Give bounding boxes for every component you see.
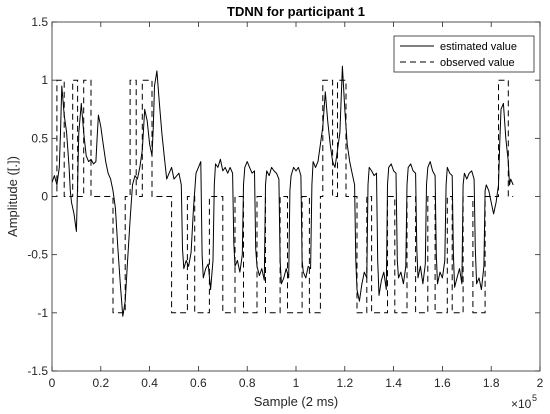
estimated-value-series (51, 65, 514, 317)
observed-value-line (52, 79, 514, 314)
y-tick-label: 1 (41, 73, 48, 87)
y-tick-label: 0.5 (31, 131, 48, 145)
legend: estimated value observed value (393, 35, 535, 73)
legend-label-estimated: estimated value (440, 41, 517, 53)
x-tick-label: 0 (49, 376, 56, 390)
y-tick-label: -0.5 (27, 248, 48, 262)
x-tick-label: 0.6 (190, 376, 207, 390)
x-tick-label: 0.2 (92, 376, 109, 390)
chart-title: TDNN for participant 1 (227, 4, 365, 19)
axis-ticks (51, 21, 541, 372)
y-tick-label: 1.5 (31, 15, 48, 29)
x-exponent-power: 5 (532, 393, 537, 403)
x-axis-exponent: ×10 5 (511, 393, 537, 411)
observed-value-series (52, 79, 514, 314)
estimated-value-line (51, 65, 514, 317)
axes-box (51, 21, 541, 372)
y-tick-label: -1.5 (27, 364, 48, 378)
x-tick-label: 1.6 (434, 376, 451, 390)
y-tick-label: 0 (41, 190, 48, 204)
x-axis-label: Sample (2 ms) (254, 394, 339, 409)
y-axis-label: Amplitude ([.]) (5, 156, 20, 237)
x-tick-label: 1 (293, 376, 300, 390)
legend-label-observed: observed value (440, 57, 515, 69)
y-tick-label: -1 (37, 306, 48, 320)
x-tick-label: 0.8 (239, 376, 256, 390)
x-tick-label: 1.8 (483, 376, 500, 390)
x-tick-label: 0.4 (141, 376, 158, 390)
x-tick-label: 1.2 (336, 376, 353, 390)
x-tick-label: 2 (537, 376, 544, 390)
x-tick-labels: 0 0.2 0.4 0.6 0.8 1 1.2 1.4 1.6 1.8 2 (49, 376, 544, 390)
x-exponent-base: ×10 (511, 397, 532, 411)
y-tick-labels: -1.5 -1 -0.5 0 0.5 1 1.5 (27, 15, 48, 378)
legend-box (393, 35, 535, 73)
x-tick-label: 1.4 (385, 376, 402, 390)
